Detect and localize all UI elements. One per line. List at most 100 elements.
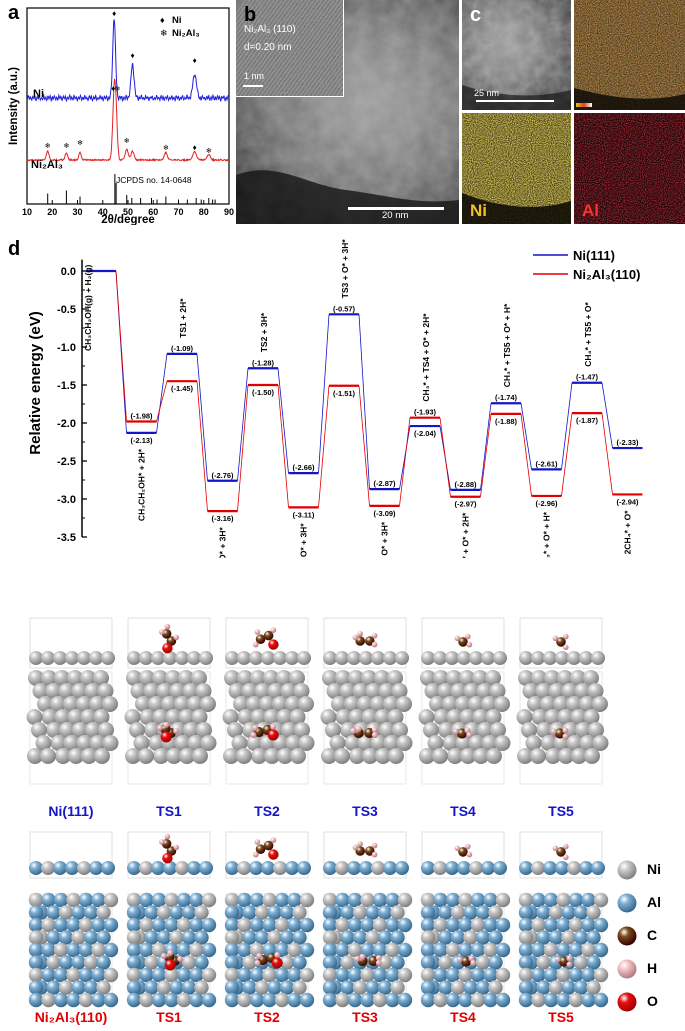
surface-atom [421,930,435,944]
surface-atom [398,893,412,907]
side-atom [323,651,337,665]
side-atom [65,861,79,875]
surface-atom [29,943,43,957]
adsorbate-atom-h [253,852,259,858]
surface-atom [189,968,203,982]
surface-atom [458,943,472,957]
surface-atom [300,968,314,982]
nial-structure-1: TS1 [120,830,218,1030]
side-atom [249,651,263,665]
surface-atom [421,905,435,919]
surface-atom [192,748,208,764]
adsorbate-atom-h [372,732,378,738]
adsorbate-atom-h [562,734,568,740]
adsorbate-atom-h [161,953,167,959]
nial-structure-0: Ni₂Al₃(110) [22,830,120,1030]
energy-state-label: CH₃CH₂O* + 3H* [218,526,228,558]
surface-atom [561,930,575,944]
xrd-nial-ni-marker: ♦ [193,143,197,152]
surface-atom [433,993,447,1007]
surface-atom [421,893,435,907]
surface-atom [202,918,216,932]
surface-atom [433,968,447,982]
surface-atom [586,980,600,994]
adsorbate-atom-h [157,725,163,731]
surface-atom [144,980,158,994]
surface-atom [280,930,294,944]
surface-atom [275,893,289,907]
side-atom [493,861,507,875]
nial-structure-2: TS2 [218,830,316,1030]
surface-atom [385,968,399,982]
adsorbate-atom-h [360,954,366,960]
surface-atom [446,943,460,957]
surface-atom [594,968,608,982]
surface-atom [388,748,404,764]
surface-atom [225,905,239,919]
atom-legend-swatch [615,891,639,915]
surface-atom [574,980,588,994]
side-atom [77,651,91,665]
surface-atom [255,980,269,994]
surface-atom [385,993,399,1007]
surface-atom [544,968,558,982]
eds-ni-label: Ni [470,201,487,221]
surface-atom [519,943,533,957]
surface-atom [194,955,208,969]
adsorbate-atom-h [159,629,165,635]
surface-atom [335,918,349,932]
surface-atom [66,918,80,932]
surface-atom [280,980,294,994]
surface-atom [139,968,153,982]
ni-energy-value: (-2.13) [130,436,153,445]
xrd-series-nial-label: Ni₂Al₃ [31,159,63,171]
structure-render [316,830,414,1010]
surface-atom [225,943,239,957]
surface-atom [594,993,608,1007]
surface-atom [287,918,301,932]
tem-inset-d-spacing: d=0.20 nm [244,42,292,53]
side-atom [445,651,459,665]
side-atom [519,651,533,665]
surface-atom [164,993,178,1007]
side-atom [543,861,557,875]
surface-atom [127,930,141,944]
surface-atom [262,993,276,1007]
adsorbate-atom-h [165,624,171,630]
side-atom [591,861,605,875]
side-atom [187,861,201,875]
side-atom [395,861,409,875]
surface-atom [519,993,533,1007]
adsorbate-atom-o [162,853,172,863]
ni-structure-0: Ni(111) [22,616,120,816]
nial-connector [197,381,208,511]
surface-atom [463,905,477,919]
surface-atom [157,930,171,944]
side-atom [469,861,483,875]
ni-connector [238,368,249,480]
surface-atom [378,980,392,994]
xrd-nial-peak-marker: ❄ [163,144,169,152]
structure-render [512,616,610,796]
atom-legend-label: O [647,993,658,1009]
structure-render [22,830,120,1010]
surface-atom [421,993,435,1007]
xrd-nial-peak-marker: ❄ [206,147,212,155]
surface-atom [335,993,349,1007]
adsorbate-atom-h [470,960,476,966]
surface-atom [189,893,203,907]
side-atom [445,861,459,875]
surface-atom [496,893,510,907]
ni-energy-value: (-1.47) [576,373,599,382]
surface-atom [373,943,387,957]
surface-atom [169,905,183,919]
adsorbate-atom-h [163,722,169,728]
surface-atom [225,930,239,944]
surface-atom [488,905,502,919]
nial-connector [278,385,289,507]
surface-atom [531,918,545,932]
surface-atom [189,993,203,1007]
surface-atom [91,893,105,907]
surface-atom [54,943,68,957]
surface-atom [373,893,387,907]
